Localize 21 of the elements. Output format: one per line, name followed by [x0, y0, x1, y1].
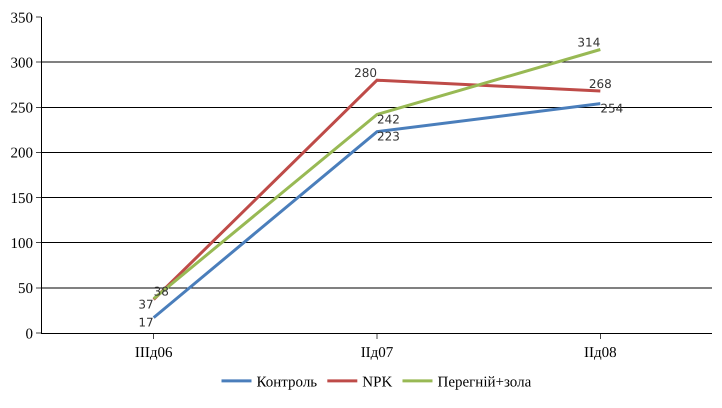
x-tick-label: IIд07: [360, 345, 394, 361]
legend-label: Перегній+зола: [437, 374, 532, 391]
data-label: 242: [377, 112, 400, 127]
y-tick-label: 0: [26, 326, 33, 342]
y-tick-label: 350: [10, 10, 33, 26]
data-label: 280: [354, 66, 377, 80]
data-label: 37: [138, 298, 154, 312]
data-label: 314: [577, 36, 600, 50]
data-label: 268: [588, 77, 612, 92]
y-tick-label: 300: [10, 55, 33, 72]
y-tick-label: 200: [10, 146, 33, 162]
y-tick-label: 100: [10, 236, 33, 252]
data-label: 223: [377, 130, 400, 144]
y-tick-label: 150: [10, 190, 33, 207]
x-tick-label: IIIд06: [134, 345, 173, 361]
y-tick-label: 250: [10, 100, 33, 117]
x-tick-label: IIд08: [584, 345, 617, 361]
legend-label: Контроль: [256, 374, 318, 391]
legend-label: NPK: [362, 374, 392, 391]
data-label: 17: [138, 316, 154, 330]
y-tick-label: 50: [18, 281, 33, 298]
